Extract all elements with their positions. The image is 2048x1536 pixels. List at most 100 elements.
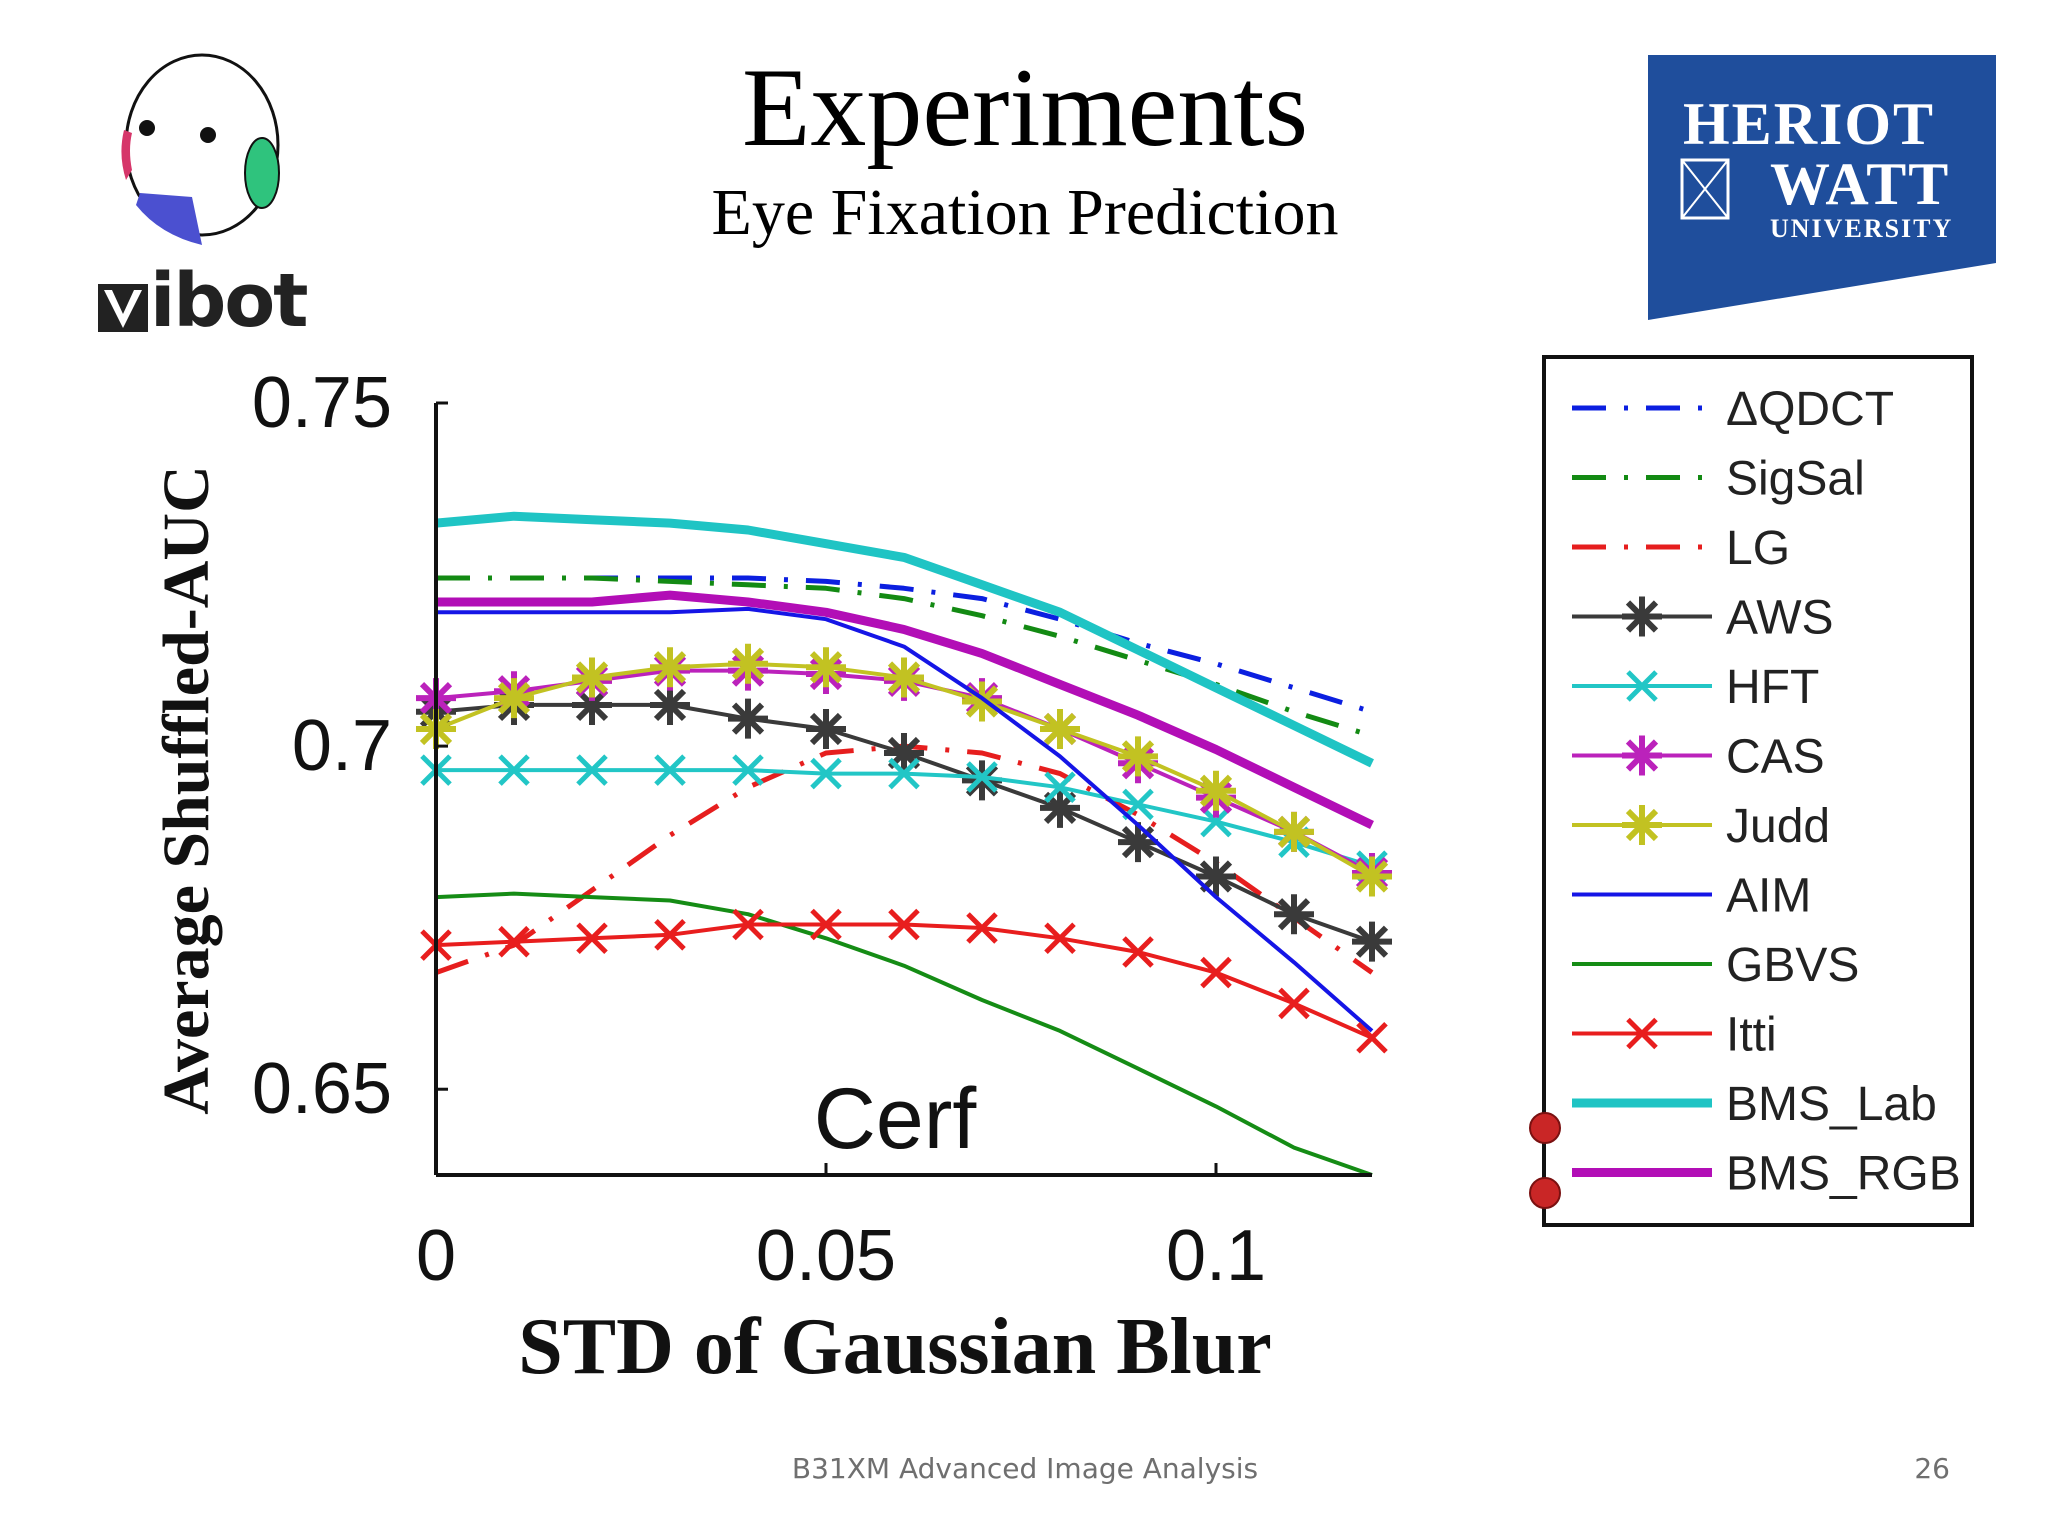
legend-item-bms-lab: BMS_Lab xyxy=(1572,1078,1937,1131)
y-axis-label: Average Shuffled-AUC xyxy=(150,465,223,1115)
series-judd-marker xyxy=(1274,811,1314,852)
legend: ΔQDCT SigSal LG AWS HFT CAS Judd AIM GBVS Itti BMS… xyxy=(1572,383,1961,1201)
y-tick-label: 0.7 xyxy=(292,706,392,786)
series-aws-marker xyxy=(884,732,924,773)
v-mark-icon xyxy=(98,284,148,332)
series-line-bms-rgb xyxy=(436,590,1374,830)
series-itti-marker xyxy=(810,908,842,941)
series-hft-marker xyxy=(1200,805,1232,838)
series-itti-marker xyxy=(888,908,920,941)
series-aws-marker xyxy=(1040,787,1080,828)
series-judd xyxy=(416,643,1392,897)
y-tick-label: 0.65 xyxy=(252,1049,392,1129)
series-hft-marker xyxy=(498,754,530,786)
legend-marker xyxy=(1622,735,1662,776)
series-line-hft xyxy=(436,768,1373,869)
heriot-watt-logo xyxy=(1648,55,1996,320)
series-itti-marker xyxy=(1122,936,1154,968)
series-judd-marker xyxy=(806,647,846,688)
legend-item-aim: AIM xyxy=(1572,870,1811,923)
series-aws-marker xyxy=(650,684,690,725)
y-tick-label: 0.75 xyxy=(252,363,392,443)
series-hft-marker xyxy=(654,754,686,786)
series-hft-marker xyxy=(576,754,608,786)
page-number: 26 xyxy=(1914,1452,1950,1485)
series-judd-marker xyxy=(1196,770,1236,811)
series-hft-marker xyxy=(810,757,842,790)
slide-title: Experiments xyxy=(741,46,1309,170)
series-itti-marker xyxy=(498,925,530,958)
legend-item-itti: Itti xyxy=(1572,1009,1777,1062)
logo-text-university: UNIVERSITY xyxy=(1770,214,1954,243)
tick-layer: 0.65 0.7 0.75 0 0.05 0.1 xyxy=(252,363,1266,1296)
legend-label: SigSal xyxy=(1726,453,1865,506)
legend-label: BMS_RGB xyxy=(1726,1148,1961,1201)
series-itti-marker xyxy=(1278,987,1310,1020)
series-judd-marker xyxy=(572,657,612,698)
legend-label: LG xyxy=(1726,522,1790,575)
legend-item-qdct: ΔQDCT xyxy=(1572,383,1894,436)
legend-label: AIM xyxy=(1726,870,1811,923)
series-itti xyxy=(420,908,1388,1054)
legend-label: AWS xyxy=(1726,592,1834,645)
x-axis-label: STD of Gaussian Blur xyxy=(518,1303,1272,1391)
legend-item-lg: LG xyxy=(1572,522,1790,575)
series-judd-marker xyxy=(1118,736,1158,777)
series-hft-marker xyxy=(1122,788,1154,821)
series-itti-marker xyxy=(654,919,686,951)
left-logo-text: ibot xyxy=(150,258,309,344)
legend-item-aws: AWS xyxy=(1572,592,1834,645)
series-judd-marker xyxy=(884,657,924,698)
series-line-gbvs xyxy=(435,891,1373,1177)
series-itti-marker xyxy=(1200,956,1232,989)
series-itti-marker xyxy=(732,908,764,941)
legend-label: HFT xyxy=(1726,661,1819,714)
legend-item-hft: HFT xyxy=(1572,661,1819,714)
legend-label: BMS_Lab xyxy=(1726,1078,1937,1131)
series-hft-marker xyxy=(1044,771,1076,804)
legend-item-judd: Judd xyxy=(1572,800,1830,853)
legend-label: ΔQDCT xyxy=(1726,383,1894,436)
series-aws-marker xyxy=(1196,856,1236,897)
slide-subtitle: Eye Fixation Prediction xyxy=(711,176,1339,249)
legend-item-sigsal: SigSal xyxy=(1572,453,1865,506)
x-tick-label: 0.05 xyxy=(756,1216,896,1296)
legend-item-bms-rgb: BMS_RGB xyxy=(1572,1148,1961,1201)
legend-marker xyxy=(1626,670,1658,702)
series-aim xyxy=(436,606,1374,1033)
logo-text-heriot: HERIOT xyxy=(1683,91,1936,157)
legend-label: GBVS xyxy=(1726,939,1859,992)
series-itti-marker xyxy=(1044,922,1076,955)
x-tick-label: 0 xyxy=(416,1216,456,1296)
legend-marker xyxy=(1626,1017,1658,1050)
legend-marker xyxy=(1622,805,1662,845)
series-hft-marker xyxy=(732,754,764,786)
legend-label: CAS xyxy=(1726,731,1825,784)
legend-item-gbvs: GBVS xyxy=(1572,939,1859,992)
series-aws-marker xyxy=(572,684,612,725)
series-aws-marker xyxy=(1352,921,1392,962)
series-gbvs xyxy=(435,891,1373,1177)
series-judd-marker xyxy=(1040,708,1080,749)
series-aws-marker xyxy=(1274,894,1314,935)
plot-layer xyxy=(416,511,1392,1177)
legend-label: Judd xyxy=(1726,800,1830,853)
series-judd-marker xyxy=(494,678,534,719)
legend-box xyxy=(1542,355,1974,1227)
series-aws-marker xyxy=(1118,822,1158,863)
legend-item-cas: CAS xyxy=(1572,731,1825,784)
series-aws-marker xyxy=(806,708,846,749)
series-hft-marker xyxy=(888,757,920,790)
series-hft xyxy=(420,754,1388,882)
series-bms-lab xyxy=(435,511,1374,768)
robot-head-logo xyxy=(121,53,280,245)
series-judd-marker xyxy=(650,647,690,688)
series-line-itti xyxy=(435,922,1373,1040)
series-aws-marker xyxy=(728,698,768,739)
series-judd-marker xyxy=(728,643,768,684)
pointer-dot xyxy=(1529,1177,1561,1209)
series-judd-marker xyxy=(962,681,1002,722)
logo-text-watt: WATT xyxy=(1770,151,1951,217)
